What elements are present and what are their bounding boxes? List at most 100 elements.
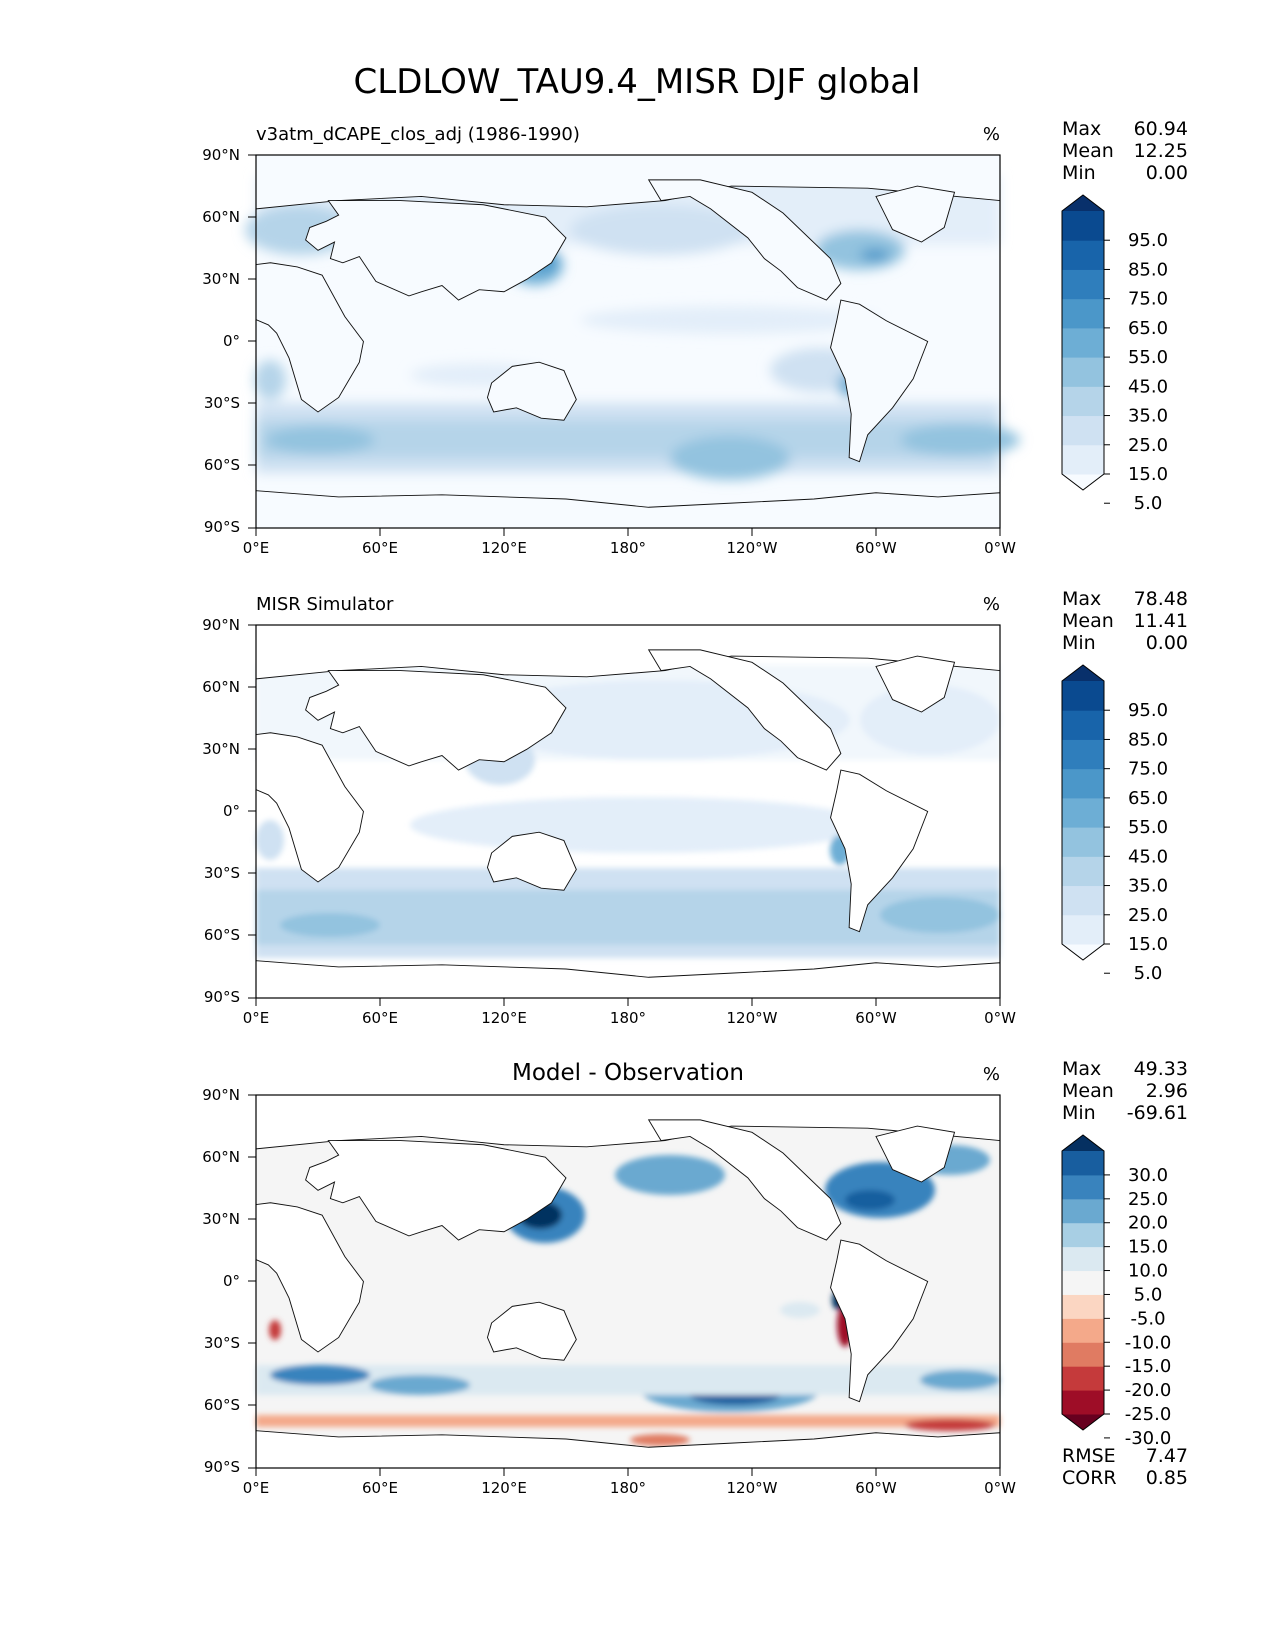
colorbar-tick-label: 15.0 — [1128, 934, 1168, 955]
panel-units: % — [983, 594, 1000, 615]
colorbar-tick-label: 15.0 — [1128, 1237, 1168, 1258]
colorbar-segment — [1062, 681, 1104, 711]
panel-units: % — [983, 124, 1000, 145]
lon-tick: 0°W — [984, 539, 1016, 557]
colorbar-tick-label: 10.0 — [1128, 1261, 1168, 1282]
lon-tick: 120°W — [727, 1479, 778, 1497]
lat-tick: 90°N — [202, 1086, 240, 1104]
colorbar-segment — [1062, 298, 1104, 329]
stat-value-min: 0.00 — [1146, 162, 1188, 184]
stat-value-max: 49.33 — [1134, 1058, 1188, 1080]
lon-axis: 0°E 60°E 120°E 180° 120°W 60°W 0°W — [243, 998, 1016, 1027]
map-panel-model — [245, 154, 1020, 529]
stat-value-mean: 11.41 — [1134, 610, 1188, 632]
colorbar-segment — [1062, 739, 1104, 770]
lon-tick: 120°W — [727, 539, 778, 557]
lat-axis: 90°N 60°N 30°N 0° 30°S 60°S 90°S — [202, 1086, 256, 1476]
colorbar-model: 95.0 85.0 75.0 65.0 55.0 45.0 35.0 25.0 15.0 5.0 — [1061, 194, 1168, 514]
lon-tick: 0°E — [243, 539, 270, 557]
map-panel-observation — [255, 624, 1001, 999]
colorbar-extend-low — [1062, 474, 1104, 490]
stat-value-max: 60.94 — [1134, 118, 1188, 140]
stat-label-min: Min — [1062, 162, 1096, 184]
lat-tick: 30°S — [204, 864, 240, 882]
colorbar-tick-label: 5.0 — [1134, 493, 1163, 514]
stat-value-mean: 12.25 — [1134, 140, 1188, 162]
error-stats-block: RMSE 7.47 CORR 0.85 — [1062, 1445, 1188, 1489]
panel-units: % — [983, 1064, 1000, 1085]
lat-tick: 0° — [223, 332, 240, 350]
stat-value-mean: 2.96 — [1146, 1080, 1188, 1102]
lon-tick: 120°E — [481, 1479, 527, 1497]
land-layer — [256, 1095, 1000, 1468]
colorbar-segment — [1062, 914, 1104, 945]
lat-tick: 60°N — [202, 208, 240, 226]
lat-tick: 30°N — [202, 270, 240, 288]
colorbar-extend-high — [1062, 665, 1104, 681]
stat-label-rmse: RMSE — [1062, 1445, 1116, 1467]
lon-tick: 180° — [610, 1479, 646, 1497]
colorbar-segment — [1062, 1294, 1104, 1319]
panel-model: v3atm_dCAPE_clos_adj (1986-1990) % — [202, 118, 1188, 557]
colorbar-tick-label: 5.0 — [1134, 1284, 1163, 1305]
lat-tick: 90°S — [204, 1458, 240, 1476]
lat-tick: 30°N — [202, 740, 240, 758]
lon-tick: 60°W — [855, 539, 897, 557]
stat-value-min: -69.61 — [1127, 1102, 1188, 1124]
lat-tick: 60°N — [202, 678, 240, 696]
stat-label-mean: Mean — [1062, 1080, 1114, 1102]
colorbar-tick-label: 30.0 — [1128, 1165, 1168, 1186]
colorbar-tick-label: 35.0 — [1128, 876, 1168, 897]
colorbar-segment — [1062, 357, 1104, 387]
colorbar-tick-label: 25.0 — [1128, 1189, 1168, 1210]
lon-tick: 60°W — [855, 1479, 897, 1497]
colorbar-segment — [1062, 1151, 1104, 1176]
colorbar-segment — [1062, 885, 1104, 916]
colorbar-segment — [1062, 415, 1104, 446]
colorbar-segment — [1062, 1270, 1104, 1295]
stat-label-max: Max — [1062, 1058, 1101, 1080]
lon-tick: 0°E — [243, 1479, 270, 1497]
colorbar-tick-label: -30.0 — [1125, 1428, 1172, 1449]
lat-tick: 30°S — [204, 1334, 240, 1352]
panel-subtitle: Model - Observation — [512, 1060, 744, 1086]
lat-tick: 60°N — [202, 1148, 240, 1166]
colorbar-extend-low — [1062, 944, 1104, 960]
stat-value-min: 0.00 — [1146, 632, 1188, 654]
figure-title: CLDLOW_TAU9.4_MISR DJF global — [354, 62, 921, 102]
colorbar-tick-label: -25.0 — [1125, 1404, 1172, 1425]
colorbar-segment — [1062, 1390, 1104, 1415]
lat-tick: 0° — [223, 802, 240, 820]
colorbar-segment — [1062, 211, 1104, 241]
lat-tick: 90°S — [204, 518, 240, 536]
lon-tick: 60°W — [855, 1009, 897, 1027]
colorbar-tick-label: -15.0 — [1125, 1356, 1172, 1377]
colorbar-tick-label: 25.0 — [1128, 435, 1168, 456]
stat-label-max: Max — [1062, 588, 1101, 610]
colorbar-segment — [1062, 1174, 1104, 1200]
colorbar-tick-label: 75.0 — [1128, 759, 1168, 780]
lon-tick: 60°E — [362, 1009, 398, 1027]
lon-axis: 0°E 60°E 120°E 180° 120°W 60°W 0°W — [243, 1468, 1016, 1497]
stats-block: Max 49.33 Mean 2.96 Min -69.61 — [1062, 1058, 1188, 1124]
colorbar-segment — [1062, 827, 1104, 857]
stat-label-corr: CORR — [1062, 1467, 1117, 1489]
colorbar-tick-label: 85.0 — [1128, 729, 1168, 750]
colorbar-tick-label: 95.0 — [1128, 230, 1168, 251]
colorbar-extend-low — [1062, 1414, 1104, 1430]
colorbar-tick-label: -5.0 — [1130, 1308, 1165, 1329]
colorbar-observation: 95.0 85.0 75.0 65.0 55.0 45.0 35.0 25.0 15.0 5.0 — [1061, 664, 1168, 984]
colorbar-segment — [1062, 240, 1104, 270]
lat-tick: 60°S — [204, 456, 240, 474]
colorbar-tick-label: 45.0 — [1128, 376, 1168, 397]
colorbar-segment — [1062, 797, 1104, 828]
colorbar-segment — [1062, 386, 1104, 417]
colorbar-segment — [1062, 1366, 1104, 1391]
land-layer — [256, 155, 1000, 528]
colorbar-segment — [1062, 768, 1104, 799]
stat-value-max: 78.48 — [1134, 588, 1188, 610]
panel-subtitle: v3atm_dCAPE_clos_adj (1986-1990) — [256, 124, 580, 145]
colorbar-tick-label: 65.0 — [1128, 788, 1168, 809]
lon-tick: 60°E — [362, 539, 398, 557]
lon-tick: 180° — [610, 1009, 646, 1027]
